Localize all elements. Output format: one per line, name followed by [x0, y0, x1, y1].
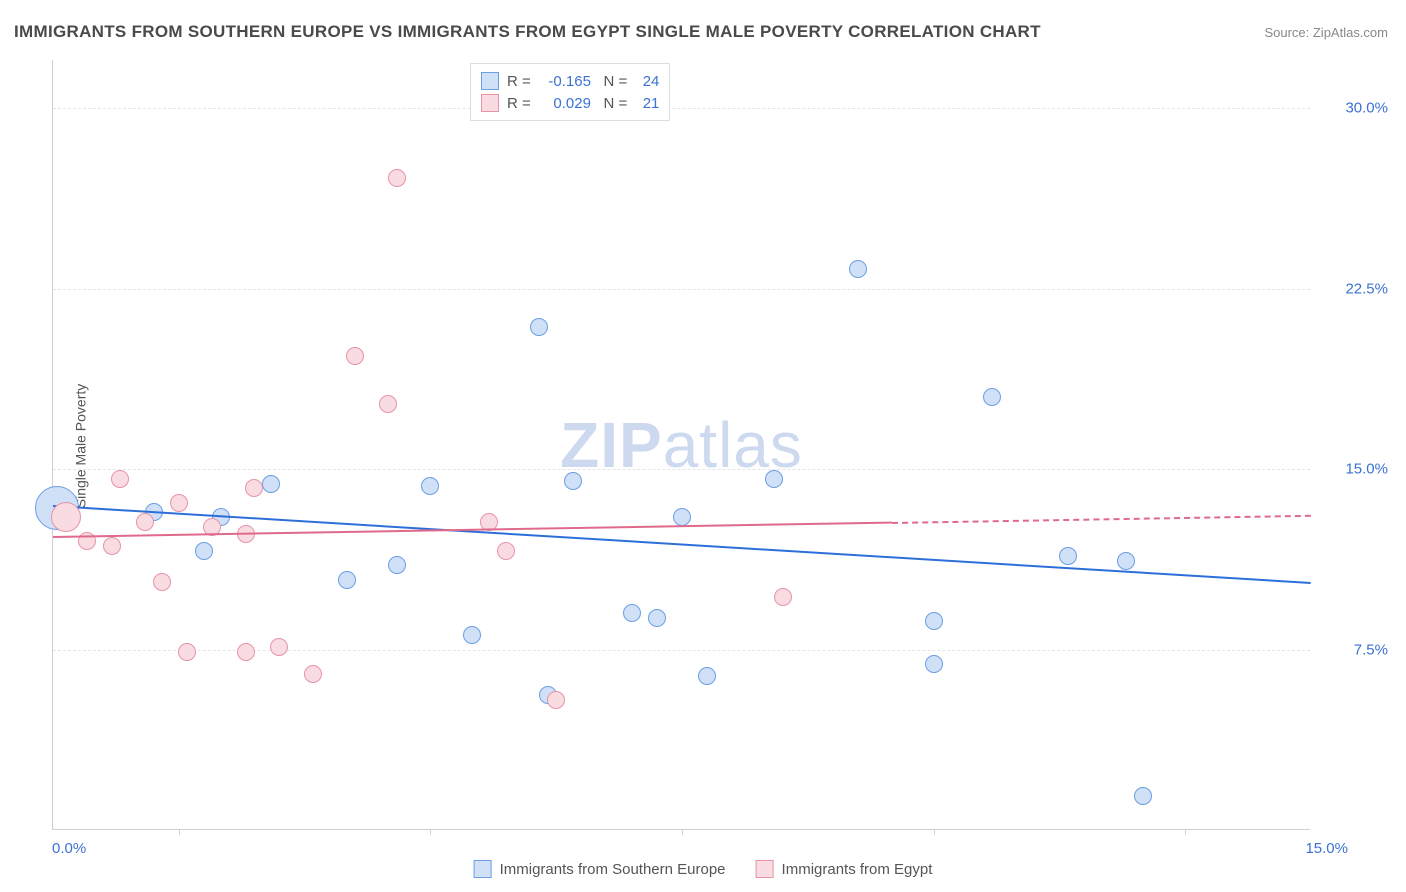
data-point	[111, 470, 129, 488]
data-point	[564, 472, 582, 490]
data-point	[849, 260, 867, 278]
data-point	[463, 626, 481, 644]
trend-line	[53, 522, 892, 538]
data-point	[774, 588, 792, 606]
data-point	[379, 395, 397, 413]
legend-swatch	[481, 94, 499, 112]
series-legend-item: Immigrants from Southern Europe	[474, 860, 726, 878]
data-point	[1059, 547, 1077, 565]
x-label-left: 0.0%	[52, 840, 86, 857]
data-point	[698, 667, 716, 685]
x-tick	[1185, 829, 1186, 835]
data-point	[178, 643, 196, 661]
legend-r-text: R = 0.029 N = 21	[507, 95, 659, 112]
data-point	[1117, 552, 1135, 570]
data-point	[421, 477, 439, 495]
gridline-horizontal	[53, 289, 1310, 290]
data-point	[648, 609, 666, 627]
series-legend: Immigrants from Southern Europe Immigrant…	[474, 860, 933, 878]
y-tick-label: 22.5%	[1345, 280, 1388, 297]
data-point	[388, 169, 406, 187]
data-point	[388, 556, 406, 574]
x-tick	[430, 829, 431, 835]
watermark-text: ZIPatlas	[560, 408, 803, 482]
series-legend-label: Immigrants from Egypt	[782, 861, 933, 878]
legend-swatch	[474, 860, 492, 878]
data-point	[136, 513, 154, 531]
data-point	[170, 494, 188, 512]
data-point	[245, 479, 263, 497]
data-point	[497, 542, 515, 560]
data-point	[103, 537, 121, 555]
chart-plot-area: ZIPatlas	[52, 60, 1310, 830]
x-tick	[682, 829, 683, 835]
data-point	[983, 388, 1001, 406]
source-prefix: Source:	[1264, 25, 1312, 40]
chart-title: IMMIGRANTS FROM SOUTHERN EUROPE VS IMMIG…	[14, 22, 1041, 42]
data-point	[547, 691, 565, 709]
series-legend-item: Immigrants from Egypt	[756, 860, 933, 878]
correlation-legend: R = -0.165 N = 24 R = 0.029 N = 21	[470, 63, 670, 121]
data-point	[673, 508, 691, 526]
trend-line	[892, 515, 1311, 524]
gridline-horizontal	[53, 469, 1310, 470]
legend-r-text: R = -0.165 N = 24	[507, 73, 659, 90]
legend-row: R = -0.165 N = 24	[481, 70, 659, 92]
data-point	[925, 655, 943, 673]
data-point	[262, 475, 280, 493]
data-point	[530, 318, 548, 336]
data-point	[304, 665, 322, 683]
y-tick-label: 30.0%	[1345, 100, 1388, 117]
x-tick	[934, 829, 935, 835]
legend-row: R = 0.029 N = 21	[481, 92, 659, 114]
data-point	[195, 542, 213, 560]
data-point	[623, 604, 641, 622]
data-point	[237, 643, 255, 661]
data-point	[51, 502, 81, 532]
data-point	[338, 571, 356, 589]
series-legend-label: Immigrants from Southern Europe	[500, 861, 726, 878]
data-point	[765, 470, 783, 488]
gridline-horizontal	[53, 108, 1310, 109]
legend-swatch	[481, 72, 499, 90]
source-name: ZipAtlas.com	[1313, 25, 1388, 40]
data-point	[270, 638, 288, 656]
legend-swatch	[756, 860, 774, 878]
data-point	[346, 347, 364, 365]
data-point	[1134, 787, 1152, 805]
x-label-right: 15.0%	[1305, 840, 1348, 857]
y-tick-label: 15.0%	[1345, 461, 1388, 478]
data-point	[925, 612, 943, 630]
data-point	[153, 573, 171, 591]
source-attribution: Source: ZipAtlas.com	[1264, 25, 1388, 40]
x-tick	[179, 829, 180, 835]
y-tick-label: 7.5%	[1354, 641, 1388, 658]
